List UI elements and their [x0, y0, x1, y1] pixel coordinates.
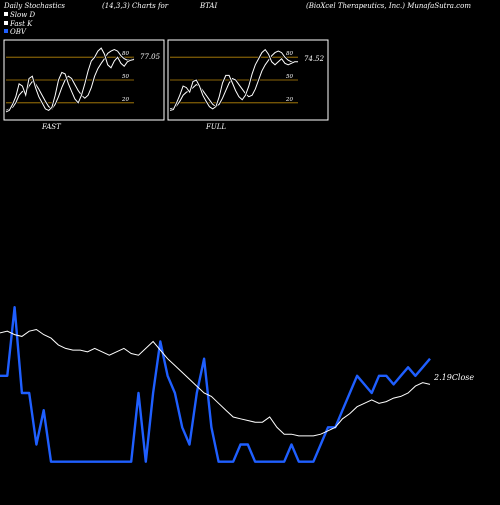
legend-swatch-fast-k — [4, 21, 8, 25]
price-obv-panel: 2.19Close — [0, 306, 474, 463]
price-obv-series — [0, 306, 431, 463]
full-panel: 80 50 20 74.52 FULL — [167, 39, 329, 131]
full-caption: FULL — [205, 123, 226, 131]
full-level-label-50: 50 — [286, 74, 293, 80]
legend-label-fast-k: Fast K — [9, 20, 33, 28]
full-series-fast-k — [169, 48, 298, 111]
fast-level-label-20: 20 — [121, 97, 129, 103]
price-line — [0, 328, 431, 437]
full-last-value: 74.52 — [304, 55, 325, 63]
fast-panel: 80 50 20 77.05 FAST — [3, 39, 165, 131]
full-level-label-80: 80 — [286, 51, 293, 57]
fast-series-fast-k — [5, 47, 135, 113]
obv-line — [0, 306, 431, 463]
chart-params: (14,3,3) Charts for — [102, 2, 169, 10]
fast-level-label-50: 50 — [122, 74, 129, 80]
full-level-label-20: 20 — [285, 97, 293, 103]
chart-title: Daily Stochastics — [3, 2, 65, 10]
fast-caption: FAST — [41, 123, 62, 131]
full-series — [169, 47, 299, 112]
chart-ticker: BTAI — [199, 2, 217, 10]
fast-level-label-80: 80 — [122, 51, 129, 57]
close-label: 2.19Close — [433, 373, 474, 382]
fast-last-value: 77.05 — [140, 53, 161, 61]
legend-swatch-obv — [4, 29, 8, 33]
chart-company: (BioXcel Therapeutics, Inc.) MunafaSutra… — [306, 2, 471, 10]
fast-level-labels: 80 50 20 — [121, 51, 129, 103]
full-level-labels: 80 50 20 — [285, 51, 293, 103]
legend-label-obv: OBV — [10, 28, 27, 36]
legend-label-slow-d: Slow D — [10, 11, 35, 19]
fast-level-lines — [6, 56, 134, 104]
fast-series — [5, 46, 135, 114]
legend-swatch-slow-d — [4, 12, 8, 16]
legend: Slow D Fast K OBV — [4, 11, 35, 36]
